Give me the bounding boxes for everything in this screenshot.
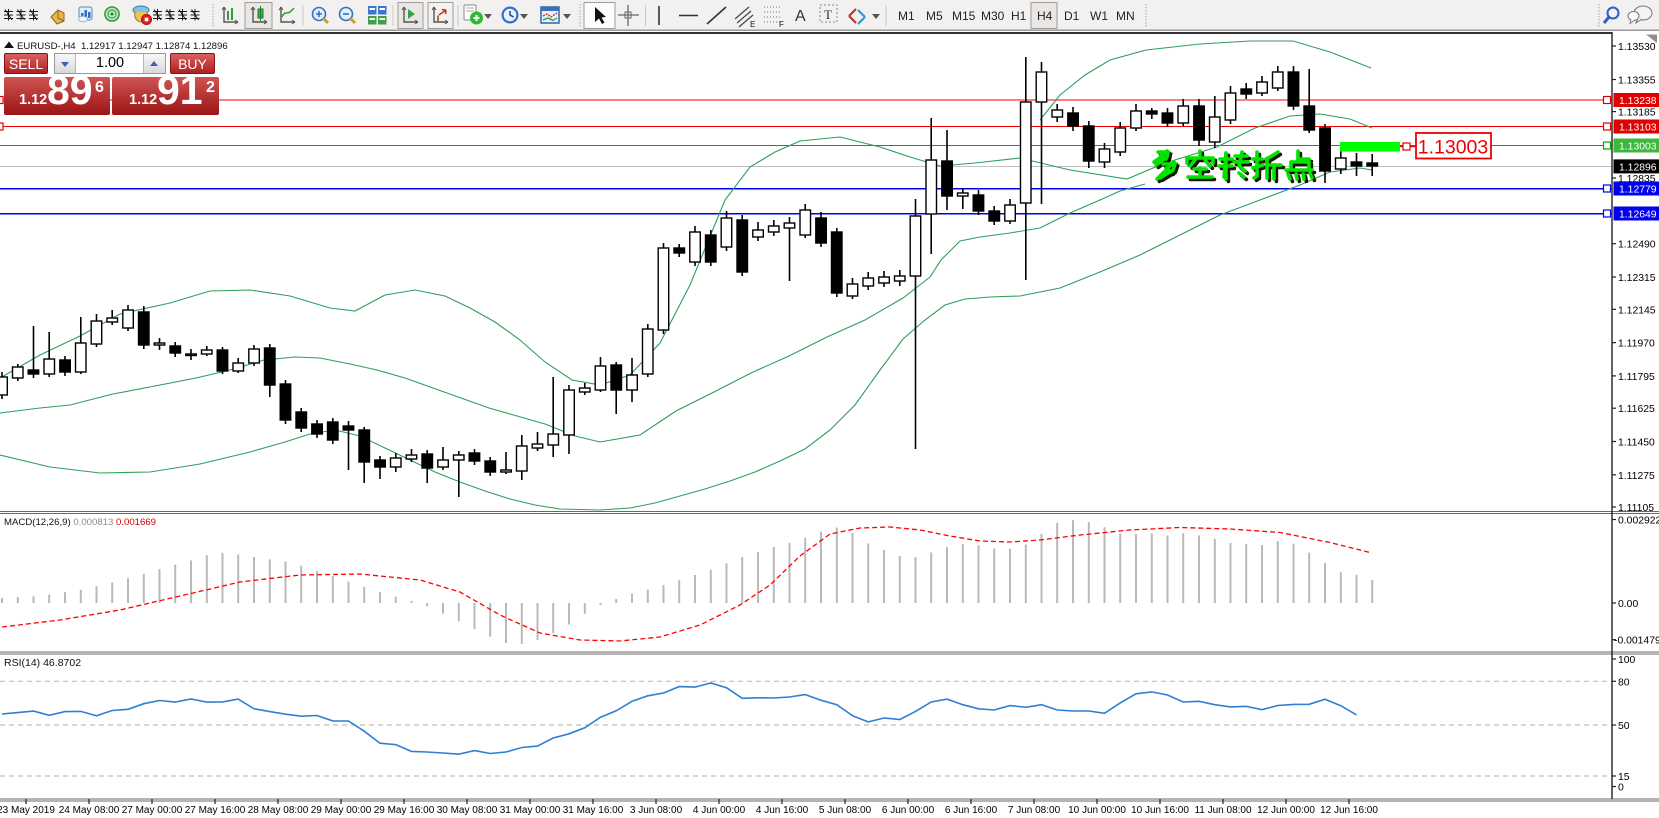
svg-text:3 Jun 08:00: 3 Jun 08:00 [630,805,683,816]
svg-text:MN: MN [1116,9,1135,23]
svg-text:6 Jun 00:00: 6 Jun 00:00 [882,805,935,816]
svg-text:1.12649: 1.12649 [1619,210,1657,221]
svg-text:MACD(12,26,9) 0.000813 0.00166: MACD(12,26,9) 0.000813 0.001669 [4,517,156,528]
svg-text:D1: D1 [1064,9,1080,23]
svg-text:0: 0 [1618,783,1624,794]
svg-text:T: T [824,7,832,22]
svg-text:29 May 16:00: 29 May 16:00 [374,805,435,816]
svg-text:27 May 00:00: 27 May 00:00 [122,805,183,816]
svg-text:50: 50 [1618,721,1630,732]
svg-text:1.11795: 1.11795 [1618,372,1655,383]
svg-text:29 May 00:00: 29 May 00:00 [311,805,372,816]
svg-text:12 Jun 16:00: 12 Jun 16:00 [1320,805,1378,816]
svg-text:4 Jun 00:00: 4 Jun 00:00 [693,805,746,816]
svg-text:RSI(14) 46.8702: RSI(14) 46.8702 [4,657,81,669]
svg-text:4 Jun 16:00: 4 Jun 16:00 [756,805,809,816]
svg-text:24 May 08:00: 24 May 08:00 [59,805,120,816]
svg-text:10 Jun 00:00: 10 Jun 00:00 [1068,805,1126,816]
svg-text:28 May 08:00: 28 May 08:00 [248,805,309,816]
svg-text:1.12490: 1.12490 [1618,240,1656,251]
svg-text:W1: W1 [1090,9,1108,23]
svg-text:1.13238: 1.13238 [1619,96,1657,107]
svg-text:1.12145: 1.12145 [1618,305,1656,316]
svg-text:5 Jun 08:00: 5 Jun 08:00 [819,805,872,816]
svg-text:12 Jun 00:00: 12 Jun 00:00 [1257,805,1315,816]
svg-text:1.11105: 1.11105 [1618,503,1654,514]
svg-text:1.11970: 1.11970 [1618,339,1655,350]
svg-text:31 May 00:00: 31 May 00:00 [500,805,561,816]
svg-text:1.12896: 1.12896 [1619,163,1657,174]
svg-text:1.11450: 1.11450 [1618,438,1655,449]
svg-text:30 May 08:00: 30 May 08:00 [437,805,498,816]
svg-text:1.13355: 1.13355 [1618,76,1656,87]
svg-text:10 Jun 16:00: 10 Jun 16:00 [1131,805,1189,816]
svg-text:100: 100 [1618,655,1636,666]
svg-text:A: A [795,8,806,25]
svg-text:1.11275: 1.11275 [1618,471,1655,482]
svg-text:1.13530: 1.13530 [1618,42,1656,53]
svg-text:0.00: 0.00 [1618,599,1638,610]
svg-text:1.13003: 1.13003 [1418,137,1489,159]
svg-text:1.12779: 1.12779 [1619,185,1657,196]
svg-text:1.12835: 1.12835 [1618,174,1656,185]
svg-text:7 Jun 08:00: 7 Jun 08:00 [1008,805,1061,816]
svg-text:M1: M1 [898,9,915,23]
svg-text:15: 15 [1618,772,1630,783]
svg-text:EURUSD-,H4 1.12917 1.12947 1.: EURUSD-,H4 1.12917 1.12947 1.12874 1.128… [17,41,228,52]
svg-text:M30: M30 [981,9,1005,23]
svg-text:M15: M15 [952,9,976,23]
svg-text:H4: H4 [1037,9,1053,23]
svg-text:1.13185: 1.13185 [1618,108,1656,119]
svg-text:1.11625: 1.11625 [1618,404,1655,415]
svg-text:0.002922: 0.002922 [1618,516,1659,527]
svg-text:M5: M5 [926,9,943,23]
svg-text:31 May 16:00: 31 May 16:00 [563,805,624,816]
svg-text:27 May 16:00: 27 May 16:00 [185,805,246,816]
svg-text:E: E [750,20,755,29]
svg-text:H1: H1 [1011,9,1027,23]
svg-text:80: 80 [1618,677,1630,688]
svg-text:1.13003: 1.13003 [1619,142,1657,153]
svg-text:1.13103: 1.13103 [1619,123,1657,134]
svg-text:11 Jun 08:00: 11 Jun 08:00 [1194,805,1252,816]
svg-text:23 May 2019: 23 May 2019 [0,805,55,816]
svg-text:F: F [779,20,784,29]
svg-text:1.12315: 1.12315 [1618,273,1656,284]
svg-text:-0.001479: -0.001479 [1614,636,1659,647]
svg-text:6 Jun 16:00: 6 Jun 16:00 [945,805,998,816]
